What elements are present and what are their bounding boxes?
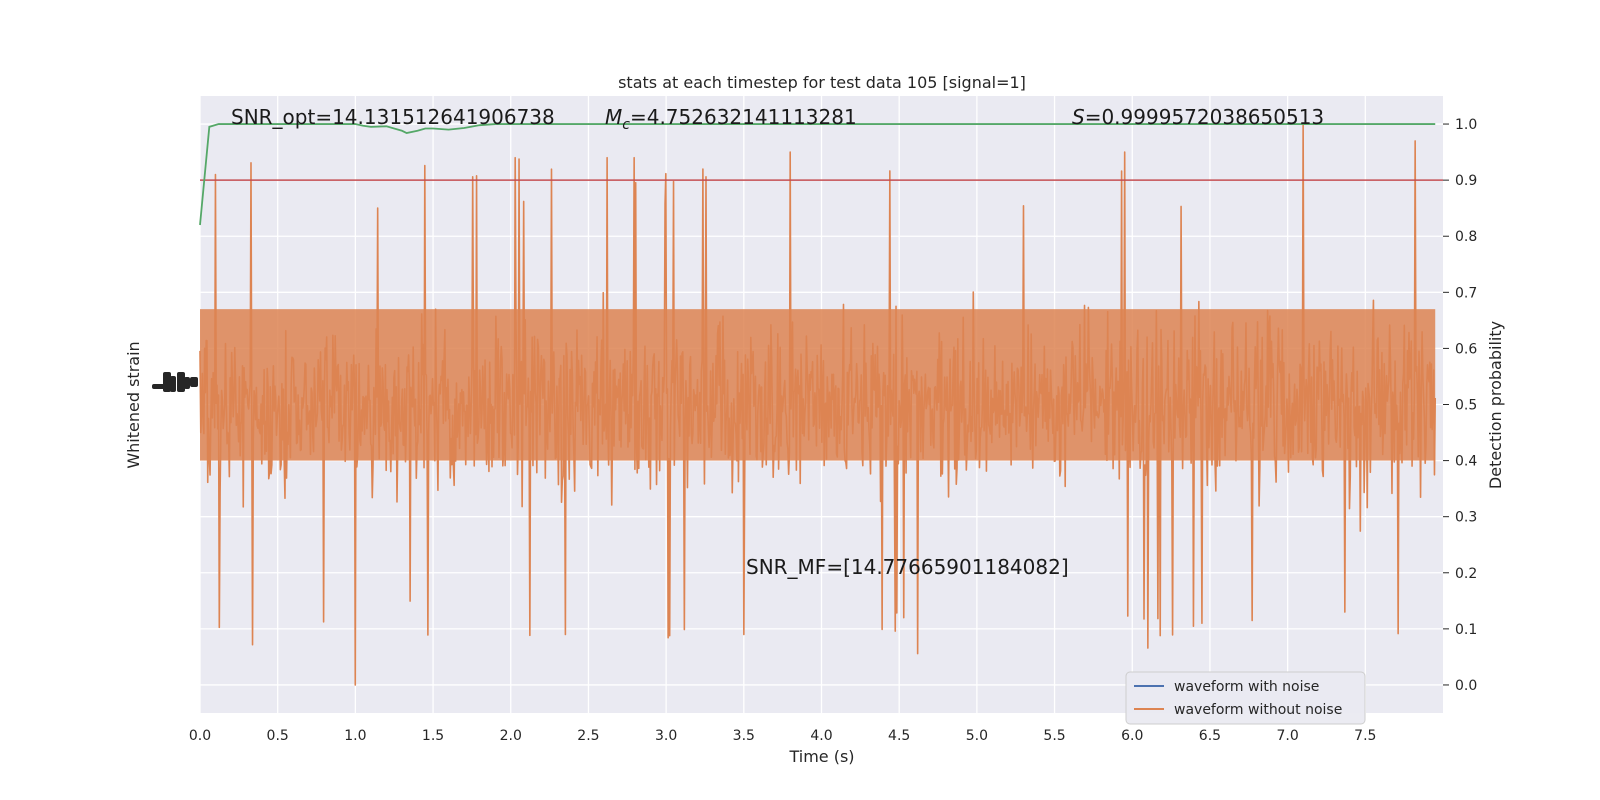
y-right-tick-label: 0.9 <box>1455 173 1477 189</box>
x-tick-label: 7.5 <box>1354 728 1376 744</box>
x-tick-label: 6.5 <box>1199 728 1221 744</box>
y-right-tick-label: 1.0 <box>1455 117 1477 133</box>
annotation-snr-mf: SNR_MF=[14.77665901184082] <box>746 555 1069 579</box>
y-right-axis-label: Detection probability <box>1486 321 1505 489</box>
left-tick-overlap-mark <box>177 372 185 392</box>
x-tick-label: 7.0 <box>1276 728 1298 744</box>
y-right-tick-label: 0.8 <box>1455 229 1477 245</box>
y-left-axis-label: Whitened strain <box>124 341 143 468</box>
y-right-tick-label: 0.6 <box>1455 341 1477 357</box>
x-tick-label: 2.5 <box>577 728 599 744</box>
y-right-tick-label: 0.0 <box>1455 678 1477 694</box>
left-tick-overlap-mark <box>152 384 166 389</box>
x-tick-label: 4.5 <box>888 728 910 744</box>
y-right-tick-label: 0.3 <box>1455 510 1477 526</box>
x-tick-label: 6.0 <box>1121 728 1143 744</box>
annotation-mc-symbol: M <box>605 105 622 129</box>
y-right-tick-label: 0.2 <box>1455 566 1477 582</box>
x-axis-ticks: 0.0 0.5 1.0 1.5 2.0 2.5 3.0 3.5 4.0 4.5 5.0 5.5 6.0 6… <box>189 728 1377 744</box>
annotation-s: S=0.9999572038650513 <box>1072 105 1324 129</box>
legend-label-with-noise: waveform with noise <box>1174 679 1319 695</box>
annotation-s-symbol: S <box>1072 105 1085 129</box>
detection-probability-layer <box>199 123 1436 226</box>
chart-title: stats at each timestep for test data 105… <box>618 73 1026 92</box>
annotation-s-value: =0.9999572038650513 <box>1085 105 1324 129</box>
detection-probability-line <box>199 123 1436 226</box>
left-tick-overlap-mark <box>190 377 198 387</box>
x-tick-label: 0.5 <box>267 728 289 744</box>
left-axis-overlapped-ticks <box>152 372 198 392</box>
y-right-tick-label: 0.7 <box>1455 285 1477 301</box>
x-tick-label: 5.0 <box>966 728 988 744</box>
waveform-without-noise-series <box>199 123 1437 686</box>
annotation-mc-value: =4.752632141113281 <box>630 105 857 129</box>
x-axis-label: Time (s) <box>788 747 854 766</box>
annotation-mc: Mc=4.752632141113281 <box>605 105 857 133</box>
x-tick-label: 2.0 <box>500 728 522 744</box>
x-tick-label: 1.5 <box>422 728 444 744</box>
legend-label-without-noise: waveform without noise <box>1174 702 1342 718</box>
x-tick-label: 3.5 <box>733 728 755 744</box>
left-tick-overlap-mark <box>184 377 190 389</box>
x-tick-label: 5.5 <box>1043 728 1065 744</box>
y-right-tick-label: 0.1 <box>1455 622 1477 638</box>
x-tick-label: 3.0 <box>655 728 677 744</box>
legend: waveform with noise waveform without noi… <box>1125 671 1366 725</box>
waveform-dense-band <box>200 309 1436 461</box>
x-tick-label: 1.0 <box>344 728 366 744</box>
annotation-snr-opt: SNR_opt=14.131512641906738 <box>231 105 555 129</box>
y-right-tick-label: 0.5 <box>1455 398 1477 414</box>
x-tick-label: 0.0 <box>189 728 211 744</box>
left-tick-overlap-mark <box>163 372 171 392</box>
y-right-tick-label: 0.4 <box>1455 454 1477 470</box>
left-tick-overlap-mark <box>170 376 176 392</box>
legend-box <box>1125 671 1366 725</box>
y-right-axis-ticks: 0.0 0.1 0.2 0.3 0.4 0.5 0.6 0.7 0.8 0.9 1.0 <box>1443 117 1477 694</box>
annotation-mc-subscript: c <box>622 117 630 133</box>
x-tick-label: 4.0 <box>810 728 832 744</box>
